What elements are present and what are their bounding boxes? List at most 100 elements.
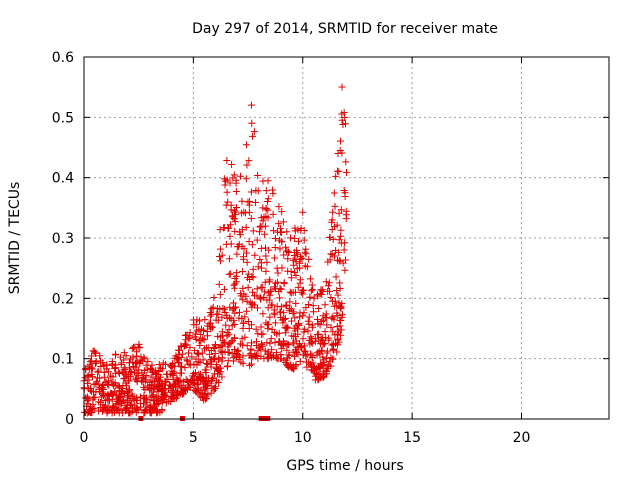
data-point [281,314,289,322]
data-point [123,399,131,407]
data-point [124,373,132,381]
data-point [271,283,279,291]
data-point [231,218,239,226]
data-point [253,285,261,293]
data-point [254,347,262,355]
data-point [296,253,304,261]
data-point [222,321,230,329]
data-point [300,309,308,317]
data-point [128,400,136,408]
data-point [239,284,247,292]
data-point [337,326,345,334]
data-point [341,189,349,197]
data-point [201,316,209,324]
data-point [149,388,157,396]
data-point [335,209,343,217]
data-point [129,395,137,403]
data-point [239,268,247,276]
data-point [262,187,270,195]
data-point [174,355,182,363]
data-point [326,233,334,241]
data-point [275,236,283,244]
data-point [104,402,112,410]
data-point [175,359,183,367]
data-point [111,388,119,396]
data-point [141,385,149,393]
data-point [307,287,315,295]
data-points [80,83,350,417]
data-point [152,369,160,377]
data-point [177,363,185,371]
data-point [115,383,123,391]
data-point [261,230,269,238]
data-point [283,346,291,354]
data-point [240,208,248,216]
data-point [112,351,120,359]
data-point [257,295,265,303]
data-point [262,252,270,260]
data-point [282,324,290,332]
data-point [287,274,295,282]
data-point [311,334,319,342]
data-point [162,360,170,368]
data-point [275,288,283,296]
data-point [308,354,316,362]
data-point [84,408,92,416]
data-point [110,382,118,390]
data-point [117,353,125,361]
data-point [284,248,292,256]
data-point [198,394,206,402]
data-point [247,214,255,222]
data-point [292,272,300,280]
data-point [87,364,95,372]
data-point [290,308,298,316]
data-point [240,319,248,327]
data-point [242,223,250,231]
data-point [99,406,107,414]
data-point [276,285,284,293]
data-point [220,175,228,183]
data-point [129,358,137,366]
data-point [142,372,150,380]
data-point [130,395,138,403]
data-point [195,391,203,399]
data-point [333,167,341,175]
data-point [206,350,214,358]
data-point [190,372,198,380]
data-point [135,366,143,374]
data-point [265,320,273,328]
data-point [317,286,325,294]
data-point [200,336,208,344]
data-point [269,210,277,218]
data-point [257,283,265,291]
data-point [316,321,324,329]
data-point [133,377,141,385]
chart-title: Day 297 of 2014, SRMTID for receiver mat… [192,21,498,37]
data-point [336,317,344,325]
data-point [203,344,211,352]
data-point [289,310,297,318]
data-point [254,330,262,338]
data-point [201,386,209,394]
data-point [241,313,249,321]
data-point [333,309,341,317]
data-point [278,208,286,216]
data-point [338,116,346,124]
data-point [197,374,205,382]
data-point [218,328,226,336]
data-point [136,393,144,401]
x-tick-label: 10 [294,430,312,446]
data-point [247,188,255,196]
data-point [109,392,117,400]
data-point [90,405,98,413]
data-point [265,246,273,254]
data-point [299,335,307,343]
y-tick-label: 0.2 [52,291,74,307]
data-point [286,288,294,296]
data-point [181,364,189,372]
data-point [147,373,155,381]
data-point [169,394,177,402]
data-point [318,291,326,299]
data-point [216,245,224,253]
data-point [241,333,249,341]
